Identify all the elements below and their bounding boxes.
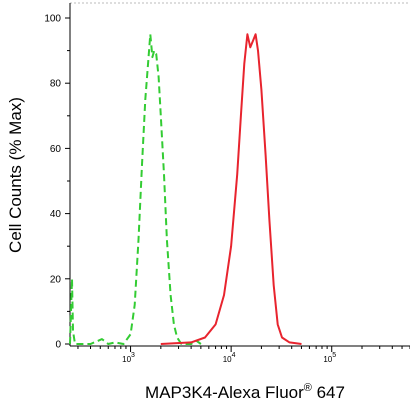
y-tick-label: 100	[44, 14, 61, 25]
series-group	[69, 33, 302, 345]
plot-frame	[69, 2, 410, 347]
series-line-1	[69, 33, 202, 345]
x-tick-label: 103	[122, 352, 135, 364]
y-tick-label: 80	[50, 79, 62, 90]
x-axis-title-suffix: 647	[312, 383, 345, 402]
y-tick-label: 60	[50, 144, 62, 155]
y-tick-label: 0	[55, 340, 61, 351]
x-tick-label: 105	[323, 352, 336, 364]
x-tick-label: 104	[223, 352, 236, 364]
x-axis-title-main: MAP3K4-Alexa Fluor	[145, 383, 304, 402]
series-line-2	[160, 33, 302, 345]
y-axis: 0 20 40 60 80 100	[44, 14, 70, 351]
x-axis-title-superscript: ®	[304, 382, 312, 394]
y-tick-label: 20	[50, 274, 62, 285]
x-axis: 103 104 105	[77, 346, 410, 364]
y-tick-label: 40	[50, 209, 62, 220]
y-axis-title: Cell Counts (% Max)	[6, 97, 25, 253]
x-axis-title: MAP3K4-Alexa Fluor® 647	[145, 382, 345, 402]
